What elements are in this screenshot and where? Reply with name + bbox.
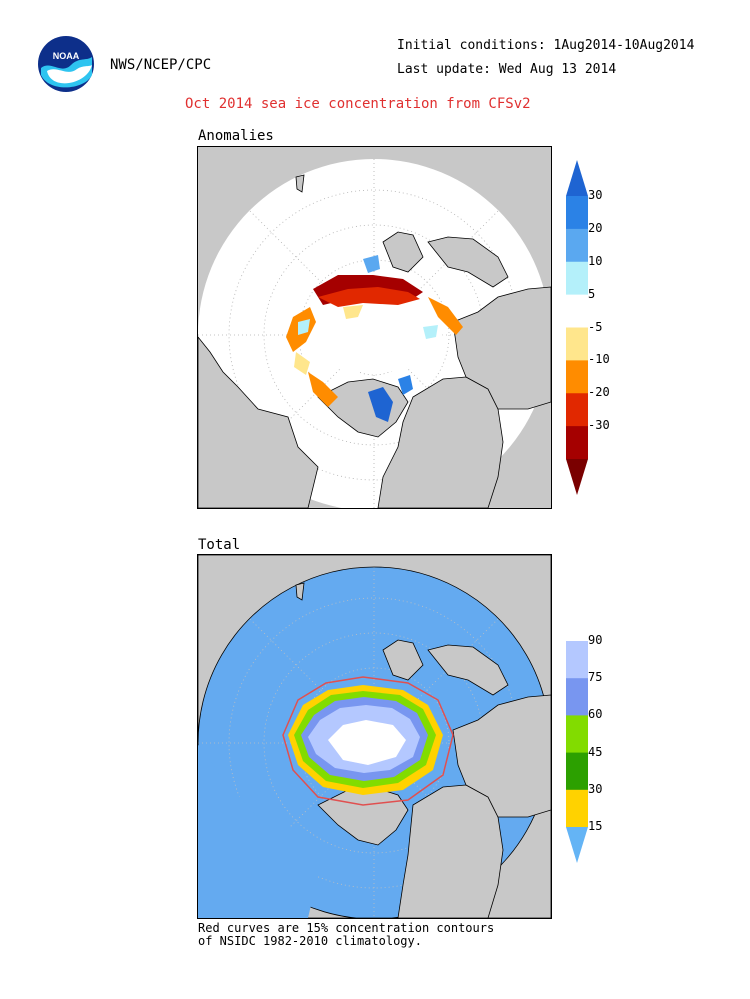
colorbar-tick-label: -20	[588, 385, 610, 400]
colorbar-segment	[566, 196, 588, 230]
colorbar-segment	[566, 393, 588, 427]
colorbar-segment	[566, 641, 588, 679]
colorbar-tick-label: 30	[588, 188, 603, 202]
colorbar-tick-label: 30	[588, 781, 603, 796]
colorbar-tick-label: 90	[588, 633, 603, 647]
colorbar-segment	[566, 360, 588, 394]
colorbar-tick-label: 20	[588, 220, 603, 235]
colorbar-tick-label: 10	[588, 253, 603, 268]
colorbar-segment	[566, 261, 588, 296]
colorbar-segment	[566, 789, 588, 828]
colorbar-segment	[566, 752, 588, 791]
colorbar-segment	[566, 228, 588, 263]
anomalies-colorbar	[566, 160, 588, 495]
footnote-line-2: of NSIDC 1982-2010 climatology.	[198, 934, 422, 948]
total-panel-label: Total	[198, 537, 241, 553]
colorbar-segment	[566, 715, 588, 754]
colorbar-tick-label: 5	[588, 286, 596, 301]
colorbar-segment	[566, 294, 588, 328]
noaa-logo-icon: NOAA	[38, 36, 94, 92]
colorbar-tick-label: 60	[588, 707, 603, 722]
agency-name: NWS/NCEP/CPC	[110, 57, 212, 73]
colorbar-top-arrow	[566, 160, 588, 196]
colorbar-tick-label: -10	[588, 352, 610, 367]
total-colorbar	[566, 605, 588, 863]
colorbar-tick-label: -5	[588, 319, 603, 334]
total-colorbar-graphic	[566, 605, 588, 863]
colorbar-top-arrow	[566, 605, 588, 641]
colorbar-bottom-arrow	[566, 459, 588, 495]
last-update: Last update: Wed Aug 13 2014	[397, 62, 617, 77]
colorbar-tick-label: 15	[588, 819, 603, 833]
anomalies-panel-label: Anomalies	[198, 128, 274, 144]
total-map-graphic	[198, 555, 551, 918]
colorbar-tick-label: -30	[588, 418, 610, 433]
footnote-line-1: Red curves are 15% concentration contour…	[198, 921, 495, 935]
total-map	[197, 554, 552, 919]
anomalies-map	[197, 146, 552, 509]
colorbar-bottom-arrow	[566, 827, 588, 863]
anomalies-colorbar-graphic	[566, 160, 588, 495]
colorbar-segment	[566, 327, 588, 361]
initial-conditions: Initial conditions: 1Aug2014-10Aug2014	[397, 38, 695, 53]
page-title: Oct 2014 sea ice concentration from CFSv…	[185, 96, 531, 112]
noaa-logo: NOAA	[37, 35, 95, 93]
noaa-logo-text: NOAA	[53, 51, 80, 61]
colorbar-segment	[566, 678, 588, 716]
colorbar-tick-label: 45	[588, 744, 603, 759]
colorbar-segment	[566, 426, 588, 460]
anomalies-map-graphic	[198, 159, 551, 508]
colorbar-tick-label: 75	[588, 670, 603, 685]
